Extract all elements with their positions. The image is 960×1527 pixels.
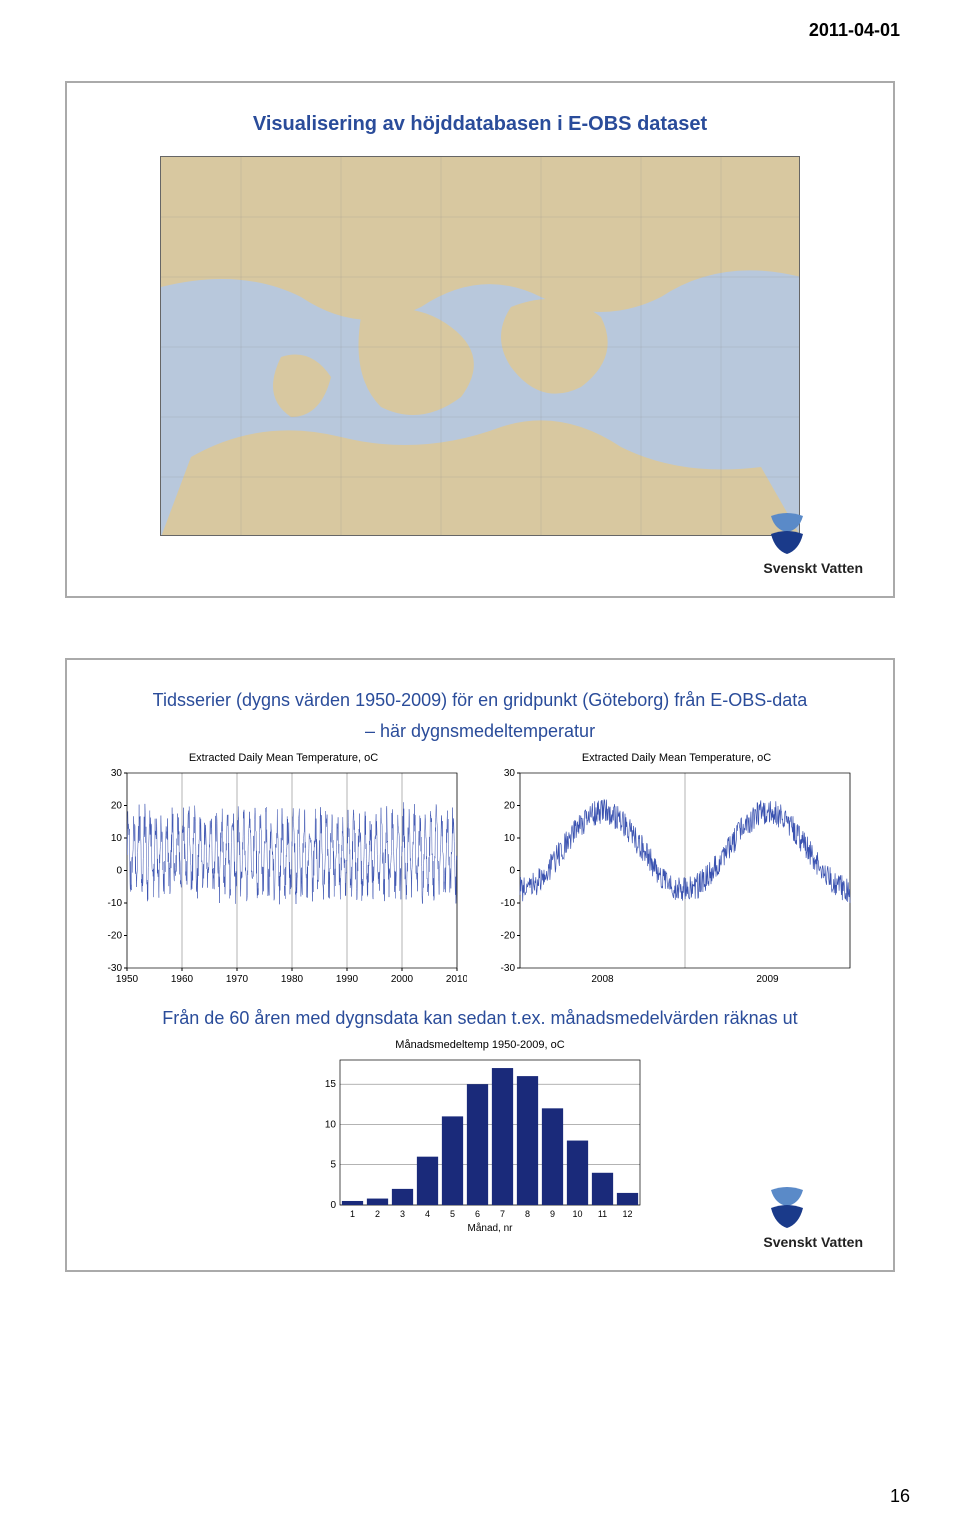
svg-text:7: 7: [500, 1209, 505, 1219]
page-number: 16: [890, 1486, 910, 1507]
chart-left-box: Extracted Daily Mean Temperature, oC 30 2…: [97, 752, 470, 988]
svg-text:1950: 1950: [116, 974, 139, 985]
charts-row: Extracted Daily Mean Temperature, oC 30 2…: [97, 752, 863, 988]
header-date: 2011-04-01: [40, 20, 920, 41]
svenskt-vatten-logo-icon: [763, 512, 811, 556]
svg-text:0: 0: [330, 1200, 336, 1211]
bar-chart-svg: 151050123456789101112Månad, nr: [310, 1055, 650, 1235]
europe-map-placeholder: [160, 156, 800, 536]
slide1-title: Visualisering av höjddatabasen i E-OBS d…: [97, 113, 863, 136]
svg-text:9: 9: [550, 1209, 555, 1219]
svg-text:10: 10: [111, 833, 123, 844]
svg-text:2: 2: [375, 1209, 380, 1219]
chart-left-svg: 3020100-10-20-30195019601970198019902000…: [97, 768, 467, 988]
svenskt-vatten-logo-icon: [763, 1186, 811, 1230]
svg-text:5: 5: [330, 1160, 336, 1171]
svg-text:2000: 2000: [391, 974, 414, 985]
svg-text:6: 6: [475, 1209, 480, 1219]
logo-slide1: Svenskt Vatten: [763, 512, 863, 576]
svg-text:1: 1: [350, 1209, 355, 1219]
svg-text:Månad, nr: Månad, nr: [467, 1222, 513, 1234]
logo-slide2: Svenskt Vatten: [763, 1186, 863, 1250]
svg-text:20: 20: [111, 801, 123, 812]
chart-right-title: Extracted Daily Mean Temperature, oC: [490, 752, 863, 764]
slide2-caption: Från de 60 åren med dygnsdata kan sedan …: [97, 1008, 863, 1029]
slide-2: Tidsserier (dygns värden 1950-2009) för …: [65, 658, 895, 1272]
slide2-title-l2: – här dygnsmedeltemperatur: [97, 721, 863, 742]
svg-text:20: 20: [504, 801, 516, 812]
bar-chart-title: Månadsmedeltemp 1950-2009, oC: [97, 1039, 863, 1051]
svg-text:10: 10: [572, 1209, 582, 1219]
svg-text:4: 4: [425, 1209, 430, 1219]
svg-text:-20: -20: [108, 931, 123, 942]
chart-right-svg: 30 20 10 0 -10 -20 -30 2008 2009: [490, 768, 860, 988]
svg-text:1980: 1980: [281, 974, 304, 985]
svg-text:-30: -30: [108, 963, 123, 974]
logo-text-1: Svenskt Vatten: [763, 560, 863, 576]
svg-text:10: 10: [504, 833, 516, 844]
svg-text:0: 0: [509, 866, 515, 877]
svg-text:-10: -10: [501, 898, 516, 909]
svg-text:1960: 1960: [171, 974, 194, 985]
svg-text:0: 0: [116, 866, 122, 877]
svg-text:1990: 1990: [336, 974, 359, 985]
svg-text:2010: 2010: [446, 974, 467, 985]
logo-text-2: Svenskt Vatten: [763, 1234, 863, 1250]
svg-text:2008: 2008: [591, 974, 614, 985]
svg-text:1970: 1970: [226, 974, 249, 985]
svg-text:10: 10: [325, 1119, 337, 1130]
chart-right-box: Extracted Daily Mean Temperature, oC 30 2…: [490, 752, 863, 988]
svg-text:11: 11: [598, 1209, 607, 1219]
svg-text:30: 30: [504, 768, 516, 779]
svg-text:2009: 2009: [756, 974, 779, 985]
chart-left-title: Extracted Daily Mean Temperature, oC: [97, 752, 470, 764]
bar-chart-wrap: Månadsmedeltemp 1950-2009, oC 1510501234…: [97, 1039, 863, 1240]
svg-text:12: 12: [622, 1209, 632, 1219]
svg-text:3: 3: [400, 1209, 405, 1219]
svg-text:30: 30: [111, 768, 123, 779]
svg-text:15: 15: [325, 1079, 337, 1090]
slide2-title-l1: Tidsserier (dygns värden 1950-2009) för …: [97, 690, 863, 711]
slide-1: Visualisering av höjddatabasen i E-OBS d…: [65, 81, 895, 598]
svg-text:8: 8: [525, 1209, 530, 1219]
svg-text:-20: -20: [501, 931, 516, 942]
svg-text:5: 5: [450, 1209, 455, 1219]
svg-text:-30: -30: [501, 963, 516, 974]
europe-map-svg: [161, 157, 800, 536]
svg-text:-10: -10: [108, 898, 123, 909]
